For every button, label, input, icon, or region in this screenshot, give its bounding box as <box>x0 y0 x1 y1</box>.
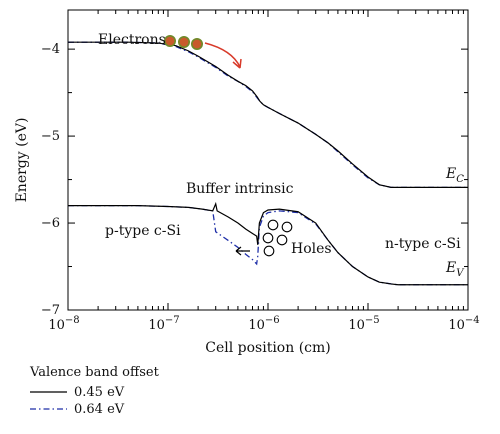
electron-flow-arrowhead <box>232 58 242 69</box>
series-line-offset-045-ev <box>68 201 468 286</box>
ev-label-sub: V <box>456 268 465 279</box>
p-type-annotation: p-type c-Si <box>105 223 181 239</box>
electrons-annotation: Electrons <box>98 32 166 48</box>
x-tick-label: 10−7 <box>148 315 179 333</box>
y-tick-label: −4 <box>41 42 60 57</box>
legend-label-series-2: 0.64 eV <box>74 402 125 417</box>
buffer-annotation: Buffer intrinsic <box>186 181 294 197</box>
electron-flow-arrow <box>204 42 241 68</box>
ev-label: EV <box>445 260 465 279</box>
y-tick-label: −7 <box>41 303 60 318</box>
carrier-markers <box>164 34 293 257</box>
n-type-annotation: n-type c-Si <box>385 236 461 252</box>
x-tick-label: 10−6 <box>248 315 279 333</box>
plot-frame <box>67 9 469 311</box>
y-tick-label: −6 <box>41 216 60 231</box>
ev-label-main: E <box>445 260 456 276</box>
hole-marker <box>281 221 293 233</box>
hole-marker <box>267 219 279 231</box>
x-tick-label: 10−5 <box>348 315 379 333</box>
electron-marker <box>164 34 177 47</box>
electron-marker <box>191 37 204 50</box>
axis-ticks <box>67 10 469 311</box>
series-line-offset-045-ec <box>68 41 468 188</box>
series-line-offset-064-ec <box>68 41 468 189</box>
ec-label-sub: C <box>456 174 464 185</box>
hole-flow-arrow <box>235 246 250 256</box>
ec-label-main: E <box>445 166 456 182</box>
x-tick-label: 10−8 <box>48 315 79 333</box>
series-layer <box>68 41 468 286</box>
holes-annotation: Holes <box>291 241 332 257</box>
x-tick-label: 10−4 <box>448 315 479 333</box>
axis-tick-labels: 10−8 10−7 10−6 10−5 10−4 −4 −5 −6 −7 <box>41 42 480 333</box>
legend-title: Valence band offset <box>29 365 160 380</box>
ec-label: EC <box>445 166 464 185</box>
hole-marker <box>262 232 274 244</box>
hole-marker <box>263 245 275 257</box>
x-axis-label: Cell position (cm) <box>205 340 331 356</box>
y-axis-label: Energy (eV) <box>14 118 30 203</box>
electron-marker <box>178 35 191 48</box>
legend-label-series-1: 0.45 eV <box>74 385 125 400</box>
y-tick-label: −5 <box>41 129 60 144</box>
hole-marker <box>276 234 288 246</box>
